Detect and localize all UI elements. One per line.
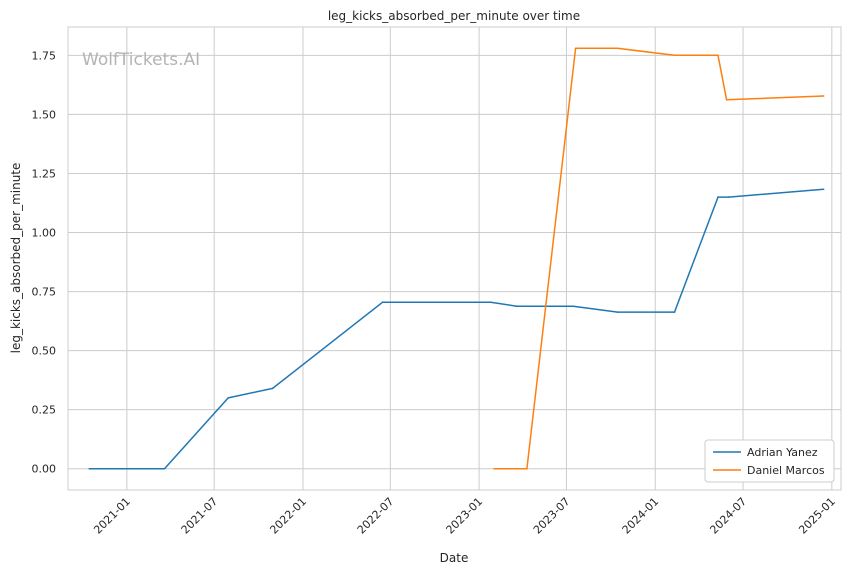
data-point-adrian-yanez <box>727 196 730 198</box>
series-daniel-marcos <box>493 47 825 470</box>
data-point-daniel-marcos <box>673 54 676 57</box>
data-point-daniel-marcos <box>574 47 577 50</box>
data-point-adrian-yanez <box>572 305 575 308</box>
y-tick-label: 0.25 <box>32 404 57 417</box>
x-tick-label: 2023-07 <box>531 495 573 537</box>
x-tick-label: 2022-01 <box>267 495 309 537</box>
y-tick-label: 1.75 <box>32 49 57 62</box>
x-tick-label: 2024-01 <box>620 495 662 537</box>
series-line-daniel-marcos <box>494 47 824 470</box>
data-point-adrian-yanez <box>822 188 825 191</box>
x-axis-label: Date <box>440 551 469 565</box>
chart-title: leg_kicks_absorbed_per_minute over time <box>328 9 580 23</box>
data-point-daniel-marcos <box>822 95 825 97</box>
data-point-adrian-yanez <box>515 305 518 308</box>
data-point-adrian-yanez <box>673 311 676 313</box>
x-tick-label: 2024-07 <box>707 495 749 537</box>
data-point-daniel-marcos <box>616 47 619 50</box>
data-point-daniel-marcos <box>725 98 728 101</box>
grid <box>68 27 841 490</box>
series-layer <box>88 47 825 470</box>
legend: Adrian Yanez Daniel Marcos <box>704 439 835 483</box>
y-tick-label: 1.50 <box>32 108 57 121</box>
x-tick-label: 2023-01 <box>444 495 486 537</box>
data-point-adrian-yanez <box>381 301 384 304</box>
x-tick-label: 2022-07 <box>355 495 397 537</box>
data-point-daniel-marcos <box>526 467 528 470</box>
data-point-adrian-yanez <box>616 311 619 313</box>
y-tick-label: 0.00 <box>32 463 57 476</box>
x-tick-label: 2021-01 <box>91 495 133 537</box>
plot-area <box>67 26 842 491</box>
legend-label-adrian-yanez: Adrian Yanez <box>747 446 818 459</box>
y-tick-label: 1.00 <box>32 227 57 240</box>
data-point-daniel-marcos <box>717 54 719 57</box>
x-tick-label: 2021-07 <box>179 495 221 537</box>
y-axis-label: leg_kicks_absorbed_per_minute <box>9 163 23 354</box>
y-tick-label: 0.75 <box>32 286 57 299</box>
data-point-daniel-marcos <box>493 467 495 470</box>
data-point-adrian-yanez <box>271 387 274 390</box>
legend-box <box>704 439 835 483</box>
data-point-adrian-yanez <box>163 467 166 470</box>
data-point-adrian-yanez <box>489 301 492 304</box>
watermark: WolfTickets.AI <box>82 50 200 70</box>
x-tick-label: 2025-01 <box>796 495 838 537</box>
legend-label-daniel-marcos: Daniel Marcos <box>747 464 825 477</box>
y-tick-label: 1.25 <box>32 167 57 180</box>
series-adrian-yanez <box>88 188 825 470</box>
data-point-adrian-yanez <box>717 196 719 198</box>
y-tick-label: 0.50 <box>32 345 57 358</box>
data-point-adrian-yanez <box>227 397 229 399</box>
data-point-adrian-yanez <box>88 467 91 470</box>
